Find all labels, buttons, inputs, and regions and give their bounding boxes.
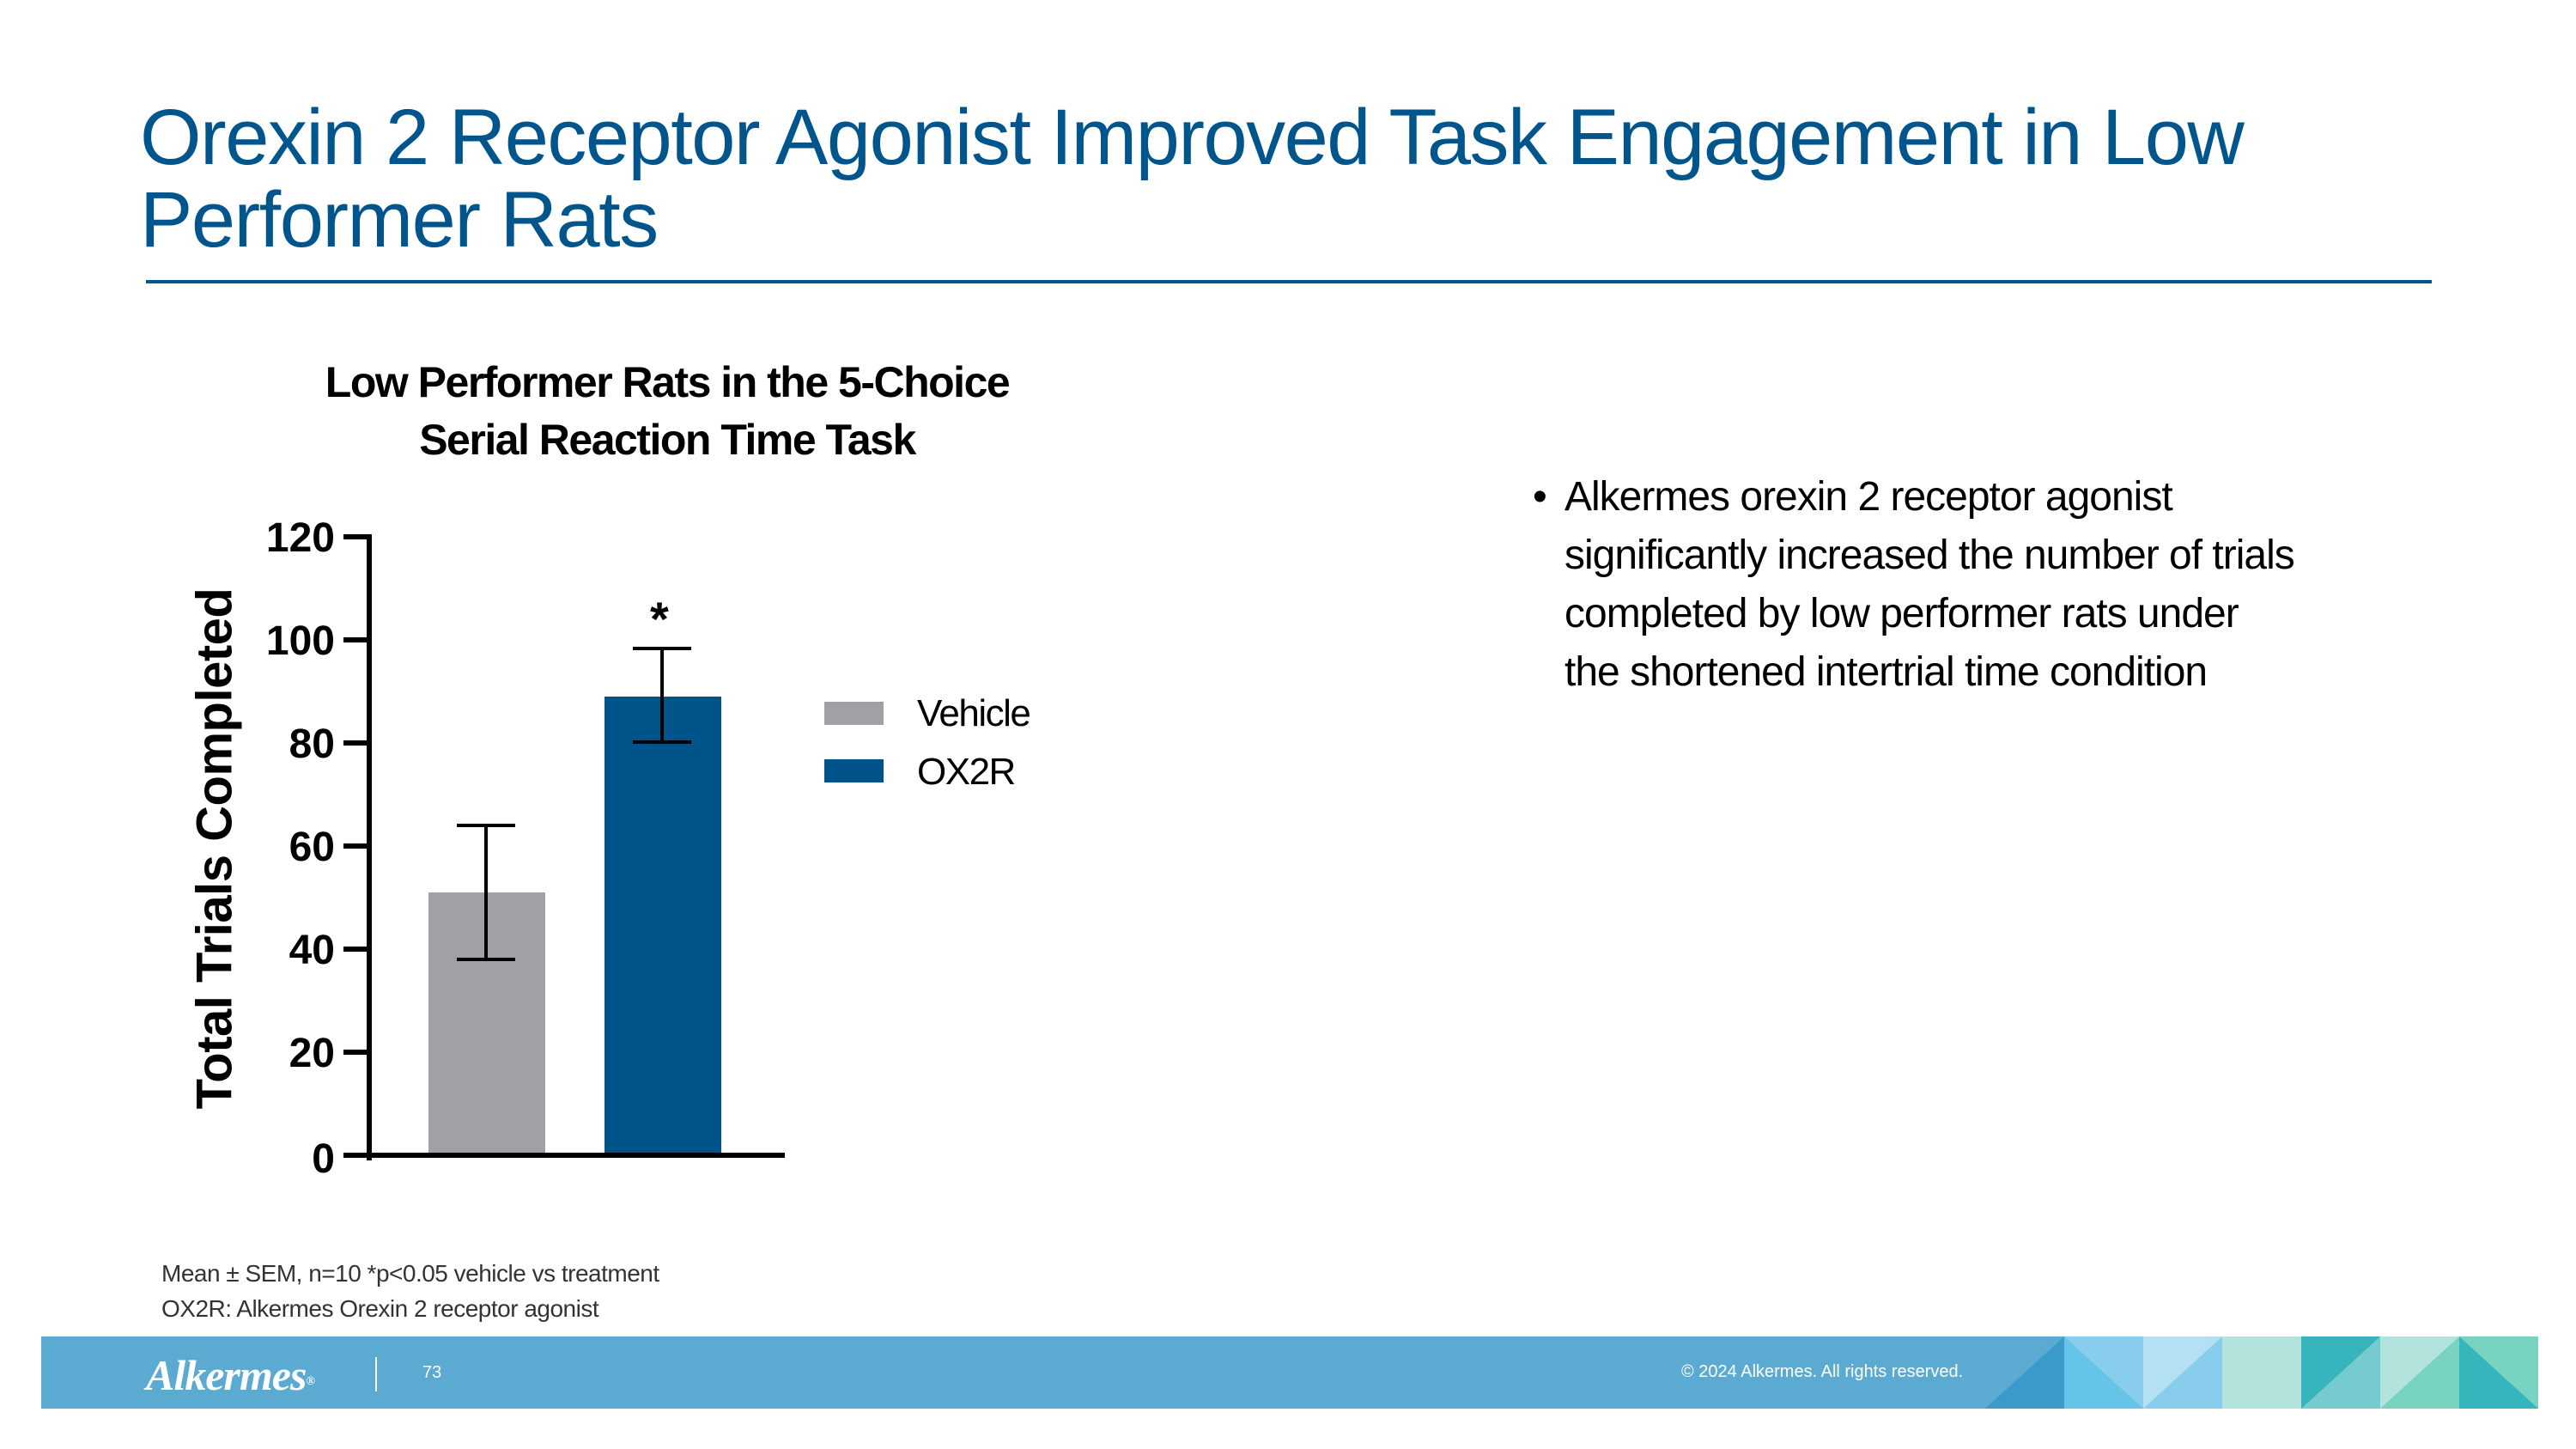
error-cap-lower-ox2r <box>633 740 691 744</box>
y-tick-label-0: 0 <box>312 1136 335 1182</box>
chart-title-line-2: Serial Reaction Time Task <box>419 416 916 464</box>
slide-title-line-2: Performer Rats <box>140 176 659 264</box>
y-tick-label-20: 20 <box>289 1031 335 1076</box>
legend-label-vehicle: Vehicle <box>917 692 1031 734</box>
title-divider <box>146 280 2432 283</box>
error-bar-vehicle <box>484 825 488 961</box>
y-axis <box>367 534 372 1160</box>
error-cap-upper-vehicle <box>457 824 515 827</box>
chart-title: Low Performer Rats in the 5-Choice Seria… <box>240 354 1094 469</box>
bullet-line-3: completed by low performer rats under <box>1564 591 2239 636</box>
decorative-triangles <box>1985 1336 2538 1409</box>
y-tick-20 <box>343 1050 369 1055</box>
error-cap-lower-vehicle <box>457 958 515 961</box>
copyright: © 2024 Alkermes. All rights reserved. <box>1681 1362 1964 1381</box>
y-tick-label-60: 60 <box>289 825 335 870</box>
bar-ox2r <box>605 697 721 1155</box>
bullet-item: Alkermes orexin 2 receptor agonist signi… <box>1564 468 2391 702</box>
bullet-icon: • <box>1533 474 1547 520</box>
y-tick-80 <box>343 740 369 746</box>
chart-title-line-1: Low Performer Rats in the 5-Choice <box>325 358 1011 406</box>
bullet-line-2: significantly increased the number of tr… <box>1564 533 2295 578</box>
registered-mark: ® <box>306 1375 315 1388</box>
legend-label-ox2r: OX2R <box>917 751 1016 793</box>
y-tick-60 <box>343 843 369 849</box>
logo-text: Alkermes <box>146 1351 307 1399</box>
error-bar-ox2r <box>660 648 664 743</box>
footer-divider <box>375 1357 377 1391</box>
footnote-abbreviation: OX2R: Alkermes Orexin 2 receptor agonist <box>161 1295 599 1322</box>
slide-title: Orexin 2 Receptor Agonist Improved Task … <box>140 96 2458 261</box>
y-tick-label-100: 100 <box>265 618 335 664</box>
legend-swatch-ox2r <box>824 759 884 782</box>
y-tick-120 <box>343 534 369 539</box>
bullet-line-4: the shortened intertrial time condition <box>1564 649 2208 695</box>
y-tick-100 <box>343 637 369 642</box>
footnote-statistics: Mean ± SEM, n=10 *p<0.05 vehicle vs trea… <box>161 1260 659 1287</box>
y-tick-label-40: 40 <box>289 928 335 973</box>
y-tick-label-80: 80 <box>289 721 335 767</box>
error-cap-upper-ox2r <box>633 647 691 650</box>
page-number: 73 <box>422 1363 442 1382</box>
y-tick-label-120: 120 <box>265 515 335 561</box>
legend-swatch-vehicle <box>824 702 884 725</box>
slide-title-line-1: Orexin 2 Receptor Agonist Improved Task … <box>140 94 2245 181</box>
x-axis <box>343 1153 785 1158</box>
alkermes-logo: Alkermes® <box>146 1351 315 1399</box>
bullet-list: • Alkermes orexin 2 receptor agonist sig… <box>1533 468 2391 702</box>
y-tick-40 <box>343 947 369 952</box>
significance-asterisk: * <box>650 592 669 646</box>
bullet-line-1: Alkermes orexin 2 receptor agonist <box>1564 474 2173 520</box>
